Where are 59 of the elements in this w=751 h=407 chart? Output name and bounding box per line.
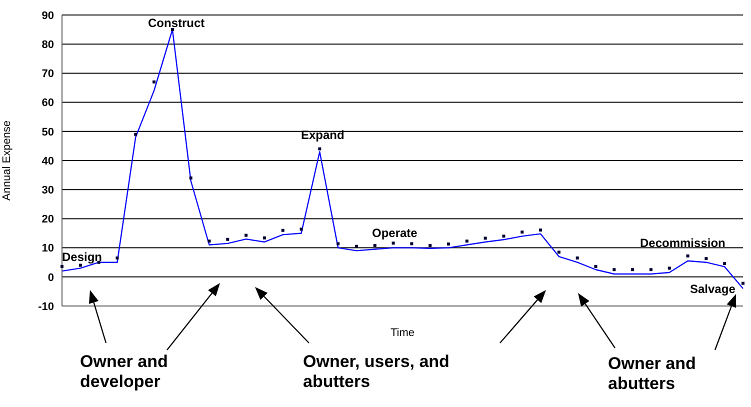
annotation: Salvage <box>690 282 736 296</box>
y-tick-label: 20 <box>42 214 54 226</box>
point <box>373 244 376 247</box>
text: Owner and abutters <box>608 354 697 395</box>
y-tick-label: 70 <box>42 68 54 80</box>
annotation: Expand <box>301 128 344 142</box>
point <box>78 264 82 267</box>
point <box>281 228 284 232</box>
point <box>576 256 579 260</box>
point <box>152 80 156 84</box>
point <box>594 264 598 268</box>
point <box>484 236 487 240</box>
point <box>226 238 230 241</box>
y-axis-title: Annual Expense <box>0 120 13 201</box>
point <box>116 256 119 260</box>
annotation: Operate <box>372 226 418 240</box>
annotation: Construct <box>148 16 205 30</box>
point <box>557 250 560 254</box>
y-tick-label: 60 <box>42 97 54 110</box>
point <box>447 242 450 246</box>
point <box>742 282 744 285</box>
point <box>244 234 248 237</box>
y-tick-label: 10 <box>42 242 54 255</box>
y-tick-label: 0 <box>48 272 54 284</box>
x-axis-title: Time <box>390 327 415 339</box>
point <box>410 242 414 246</box>
point <box>134 132 138 136</box>
point <box>668 266 671 270</box>
point <box>465 240 468 243</box>
y-tick-label: 80 <box>42 39 54 52</box>
y-tick-label: 40 <box>42 155 54 168</box>
point <box>704 257 708 260</box>
point <box>189 176 192 180</box>
point <box>631 268 634 272</box>
point <box>612 268 616 272</box>
point <box>300 228 303 231</box>
point <box>392 242 395 245</box>
point <box>428 244 432 247</box>
y-tick-label: 90 <box>42 10 54 22</box>
point <box>60 264 64 268</box>
annotation: Design <box>62 250 102 264</box>
point <box>170 28 174 32</box>
point <box>318 147 322 150</box>
y-tick-label: 30 <box>42 184 54 197</box>
point <box>539 228 542 232</box>
point <box>502 234 506 238</box>
point <box>208 240 211 243</box>
point <box>686 254 690 258</box>
point <box>649 268 652 272</box>
point <box>336 242 340 246</box>
y-tick-label: -10 <box>38 300 54 313</box>
point <box>723 262 726 266</box>
text: Owner and developer <box>80 352 169 393</box>
point <box>354 244 358 248</box>
point <box>262 236 266 240</box>
y-tick-label: 50 <box>42 126 54 138</box>
annotation: Decommission <box>640 236 726 250</box>
text: Owner, users, and abutters <box>303 352 450 393</box>
point <box>520 230 524 234</box>
